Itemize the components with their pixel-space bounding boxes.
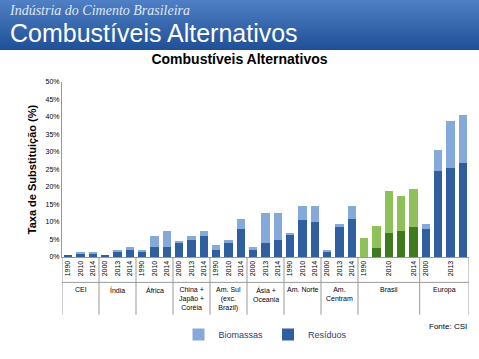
svg-text:2014: 2014 [237,261,244,277]
svg-text:Fonte: CSI: Fonte: CSI [429,322,467,331]
svg-text:10%: 10% [46,218,60,225]
svg-text:Brasil: Brasil [380,286,398,293]
svg-text:1990: 1990 [64,261,71,277]
svg-text:Am. Sul(exc.Brazil): Am. Sul(exc.Brazil) [216,286,241,312]
svg-text:50%: 50% [46,78,60,85]
svg-text:1990: 1990 [360,261,367,277]
svg-text:2013: 2013 [447,261,454,277]
html-text:Combustíveis Alternativos: Combustíveis Alternativos [10,19,298,47]
svg-text:Am.Centram: Am.Centram [326,286,353,302]
svg-text:Resíduos: Resíduos [308,330,347,340]
svg-text:2014: 2014 [126,261,133,277]
svg-text:2014: 2014 [311,261,318,277]
svg-text:Europa: Europa [433,286,456,294]
svg-text:2010: 2010 [299,261,306,277]
svg-text:Taxa de Substituição (%): Taxa de Substituição (%) [26,104,38,234]
svg-text:45%: 45% [46,96,60,103]
svg-text:2010: 2010 [151,261,158,277]
svg-text:2013: 2013 [336,261,343,277]
svg-text:2013: 2013 [262,261,269,277]
svg-text:2000: 2000 [323,261,330,277]
svg-text:2014: 2014 [410,261,417,277]
svg-text:40%: 40% [46,113,60,120]
svg-text:2014: 2014 [274,261,281,277]
svg-text:Am. Norte: Am. Norte [287,286,319,293]
svg-text:2010: 2010 [385,261,392,277]
svg-text:2000: 2000 [422,261,429,277]
html-text:Indústria do Cimento Brasileir: Indústria do Cimento Brasileira [10,3,191,18]
svg-text:Índia: Índia [110,286,125,294]
svg-text:2010: 2010 [225,261,232,277]
svg-text:2000: 2000 [101,261,108,277]
svg-text:Biomassas: Biomassas [219,330,264,340]
svg-text:China +Japão +Coréia: China +Japão +Coréia [179,286,204,311]
svg-text:2014: 2014 [200,261,207,277]
svg-text:5%: 5% [49,236,59,243]
svg-text:CEI: CEI [75,286,87,293]
svg-text:Ásia +Oceania: Ásia +Oceania [253,286,279,303]
svg-text:1990: 1990 [138,261,145,277]
svg-text:0%: 0% [49,253,59,260]
svg-text:20%: 20% [46,183,60,190]
svg-text:2013: 2013 [114,261,121,277]
svg-text:2014: 2014 [163,261,170,277]
svg-text:2014: 2014 [348,261,355,277]
svg-text:2010: 2010 [77,261,84,277]
svg-text:35%: 35% [46,131,60,138]
svg-text:15%: 15% [46,201,60,208]
svg-text:1990: 1990 [286,261,293,277]
svg-text:2013: 2013 [188,261,195,277]
svg-text:30%: 30% [46,148,60,155]
svg-text:2000: 2000 [249,261,256,277]
svg-text:2000: 2000 [175,261,182,277]
svg-text:2014: 2014 [89,261,96,277]
svg-text:Combustíveis Alternativos: Combustíveis Alternativos [151,51,327,67]
svg-text:25%: 25% [46,166,60,173]
svg-text:África: África [146,286,164,294]
svg-text:1990: 1990 [212,261,219,277]
